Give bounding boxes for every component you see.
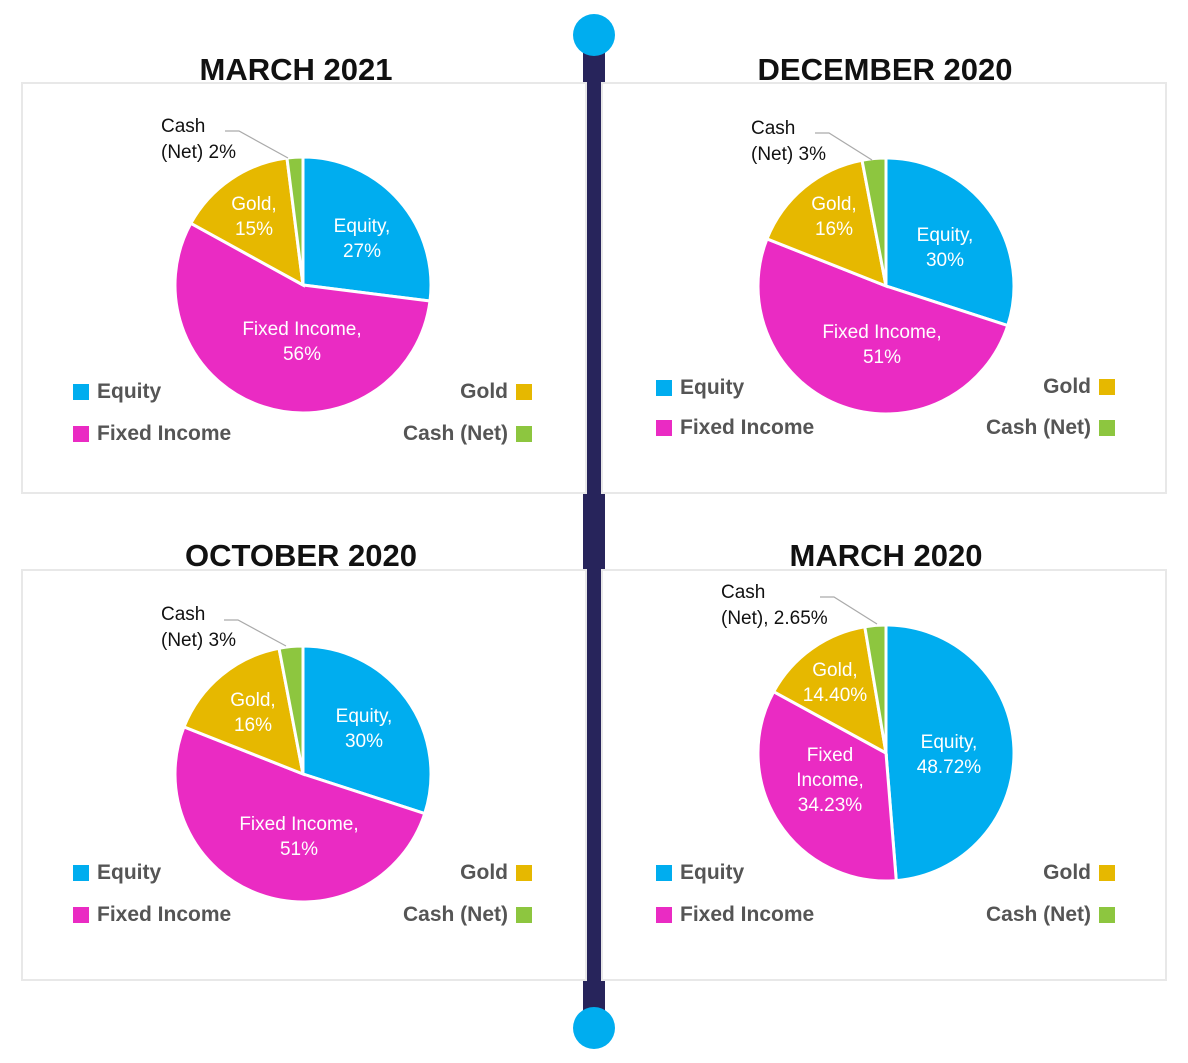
legend-label-fixed-income: Fixed Income bbox=[680, 903, 815, 926]
legend-swatch-equity bbox=[656, 865, 672, 881]
pie-slice-cash bbox=[860, 156, 888, 287]
data-label-equity: Equity, 27% bbox=[334, 216, 391, 262]
timeline-bottom-dot bbox=[573, 1007, 615, 1049]
leader-line bbox=[225, 130, 289, 159]
legend-label-fixed-income: Fixed Income bbox=[97, 903, 232, 926]
chart-title: OCTOBER 2020 bbox=[184, 538, 417, 573]
pie-slice-equity bbox=[884, 623, 1016, 883]
legend-swatch-equity bbox=[656, 380, 672, 396]
data-label-gold: Gold, 14.40% bbox=[803, 660, 868, 706]
pie-slice-gold bbox=[182, 646, 305, 777]
data-label-cash: Cash (Net) 2% bbox=[161, 116, 236, 163]
data-label-equity: Equity, 30% bbox=[917, 225, 974, 271]
legend-label-gold: Gold bbox=[460, 380, 508, 403]
legend-swatch-fixed-income bbox=[656, 420, 672, 436]
pie-slice-cash bbox=[277, 644, 305, 775]
legend-swatch-gold bbox=[516, 865, 532, 881]
data-label-cash: Cash (Net) 3% bbox=[161, 604, 236, 651]
legend-swatch-fixed-income bbox=[73, 426, 89, 442]
data-label-fixed-income: Fixed Income, 34.23% bbox=[796, 745, 864, 816]
legend-swatch-fixed-income bbox=[656, 907, 672, 923]
legend-label-gold: Gold bbox=[460, 861, 508, 884]
pie-slice-fixed-income bbox=[173, 221, 432, 415]
pie-slice-gold bbox=[771, 625, 888, 756]
legend-label-fixed-income: Fixed Income bbox=[680, 416, 815, 439]
legend-swatch-equity bbox=[73, 384, 89, 400]
leader-line bbox=[224, 619, 287, 647]
legend-label-equity: Equity bbox=[680, 861, 745, 884]
legend-label-cash: Cash (Net) bbox=[402, 422, 508, 445]
data-label-fixed-income: Fixed Income, 51% bbox=[239, 814, 358, 860]
legend-swatch-cash bbox=[1099, 907, 1115, 923]
legend-label-equity: Equity bbox=[97, 861, 162, 884]
legend-swatch-gold bbox=[1099, 865, 1115, 881]
legend-label-equity: Equity bbox=[680, 376, 745, 399]
data-label-fixed-income: Fixed Income, 56% bbox=[242, 319, 361, 365]
legend-label-cash: Cash (Net) bbox=[402, 903, 508, 926]
legend-swatch-equity bbox=[73, 865, 89, 881]
timeline-top-dot bbox=[573, 14, 615, 56]
legend-label-cash: Cash (Net) bbox=[985, 903, 1091, 926]
legend-swatch-cash bbox=[516, 426, 532, 442]
legend-swatch-cash bbox=[1099, 420, 1115, 436]
pie-slice-equity bbox=[301, 155, 433, 303]
pie-slice-fixed-income bbox=[173, 724, 427, 904]
pie-slice-fixed-income bbox=[756, 236, 1010, 416]
legend-swatch-cash bbox=[516, 907, 532, 923]
legend-label-gold: Gold bbox=[1043, 861, 1091, 884]
legend-label-cash: Cash (Net) bbox=[985, 416, 1091, 439]
legend-label-equity: Equity bbox=[97, 380, 162, 403]
legend-swatch-gold bbox=[1099, 379, 1115, 395]
chart-title: DECEMBER 2020 bbox=[757, 52, 1013, 87]
data-label-cash: Cash (Net), 2.65% bbox=[721, 582, 828, 629]
data-label-gold: Gold, 15% bbox=[231, 194, 276, 240]
timeline-bar bbox=[583, 36, 605, 1026]
data-label-cash: Cash (Net) 3% bbox=[751, 118, 826, 165]
pie-slice-equity bbox=[301, 644, 433, 816]
data-label-equity: Equity, 48.72% bbox=[917, 732, 982, 778]
legend-label-gold: Gold bbox=[1043, 375, 1091, 398]
leader-line bbox=[815, 132, 873, 161]
legend-swatch-fixed-income bbox=[73, 907, 89, 923]
leader-line bbox=[820, 596, 878, 625]
legend-swatch-gold bbox=[516, 384, 532, 400]
pie-slice-cash bbox=[863, 623, 888, 754]
pie-slice-fixed-income bbox=[756, 689, 898, 883]
data-label-gold: Gold, 16% bbox=[811, 194, 856, 240]
chart-title: MARCH 2020 bbox=[789, 538, 983, 573]
pie-slice-gold bbox=[765, 158, 888, 289]
pie-slice-equity bbox=[884, 156, 1016, 328]
data-label-gold: Gold, 16% bbox=[230, 690, 275, 736]
chart-title: MARCH 2021 bbox=[199, 52, 393, 87]
pie-slice-gold bbox=[188, 156, 305, 288]
data-label-equity: Equity, 30% bbox=[336, 706, 393, 752]
legend-label-fixed-income: Fixed Income bbox=[97, 422, 232, 445]
data-label-fixed-income: Fixed Income, 51% bbox=[822, 322, 941, 368]
